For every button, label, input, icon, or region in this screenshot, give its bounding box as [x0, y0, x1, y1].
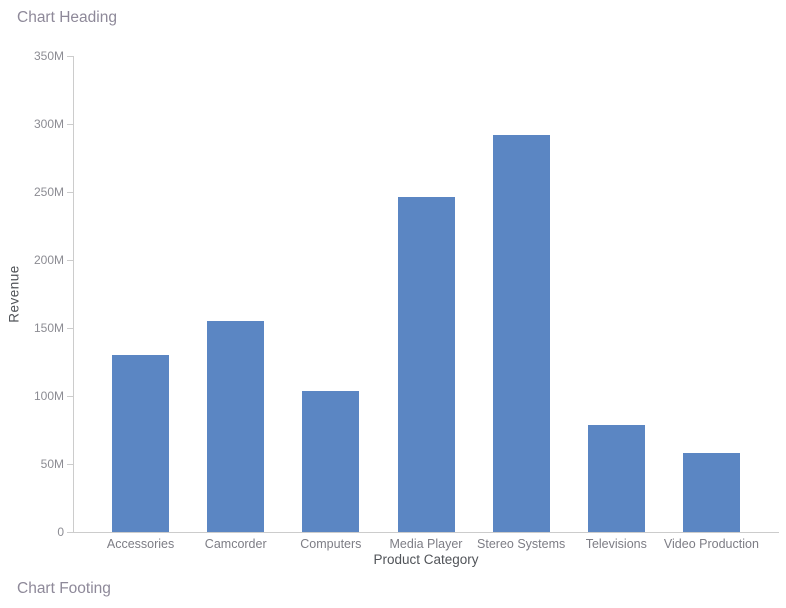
bar-televisions[interactable] [587, 424, 645, 532]
bar-media-player[interactable] [397, 197, 455, 532]
chart-footing: Chart Footing [17, 580, 111, 597]
x-category-label: Media Player [389, 537, 463, 551]
y-tick-mark [67, 396, 73, 397]
bar-video-production[interactable] [682, 453, 740, 532]
bar-stereo-systems[interactable] [492, 134, 550, 532]
x-category-label: Televisions [585, 537, 647, 551]
y-tick-label: 150M [33, 321, 64, 335]
bar-camcorder[interactable] [207, 321, 265, 532]
x-axis-title: Product Category [373, 552, 479, 567]
bar-computers[interactable] [302, 390, 360, 532]
y-tick-mark [67, 464, 73, 465]
y-tick-label: 0 [57, 525, 64, 539]
y-tick-label: 100M [33, 389, 64, 403]
x-axis-line [73, 532, 779, 533]
y-tick-mark [67, 56, 73, 57]
y-axis-line [73, 56, 74, 533]
x-category-label: Camcorder [204, 537, 267, 551]
y-tick-label: 350M [33, 49, 64, 63]
y-tick-label: 200M [33, 253, 64, 267]
y-axis-title: Revenue [6, 265, 22, 323]
y-tick-mark [67, 192, 73, 193]
y-tick-mark [67, 532, 73, 533]
y-tick-label: 250M [33, 185, 64, 199]
x-category-label: Computers [300, 537, 362, 551]
y-tick-mark [67, 260, 73, 261]
bar-accessories[interactable] [112, 355, 170, 532]
x-category-label: Accessories [106, 537, 175, 551]
x-category-label: Video Production [663, 537, 759, 551]
x-category-label: Stereo Systems [477, 537, 566, 551]
y-tick-mark [67, 328, 73, 329]
chart-heading: Chart Heading [17, 9, 117, 26]
y-tick-label: 300M [33, 117, 64, 131]
y-tick-label: 50M [40, 457, 64, 471]
y-tick-mark [67, 124, 73, 125]
